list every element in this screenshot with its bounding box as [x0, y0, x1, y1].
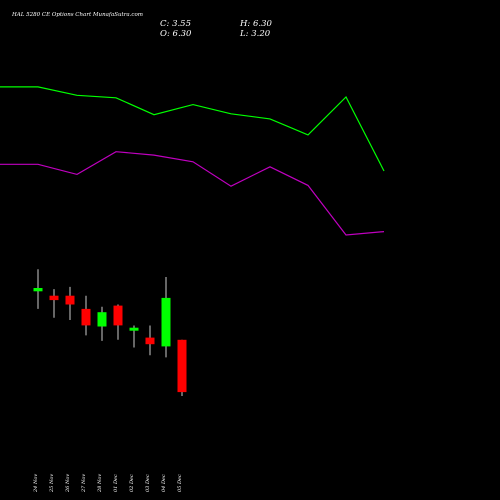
candle-body: [81, 308, 91, 326]
candle-body: [177, 339, 187, 393]
high-value: H: 6.30: [239, 19, 272, 29]
date-tick-label: 03 Dec: [145, 474, 151, 492]
candle-body: [33, 288, 43, 292]
candlesticks: [33, 269, 187, 396]
low-value: L: 3.20: [239, 29, 271, 39]
open-value: O: 6.30: [160, 29, 192, 39]
date-tick-label: 04 Dec: [161, 474, 167, 492]
date-tick-label: 02 Dec: [129, 474, 135, 492]
date-tick-label: 26 Nov: [65, 474, 71, 493]
candle-body: [145, 337, 155, 345]
upper-band-line: [0, 86, 385, 172]
date-tick-label: 25 Nov: [49, 474, 55, 493]
lower-band-line: [0, 151, 385, 236]
band-lines: [0, 86, 385, 236]
candle-body: [49, 295, 59, 301]
date-tick-label: 05 Dec: [177, 474, 183, 492]
chart-title: HAL 5280 CE Options Chart MunafaSutra.co…: [11, 12, 143, 18]
candle-body: [129, 327, 139, 331]
date-tick-label: 27 Nov: [81, 474, 87, 493]
date-tick-label: 28 Nov: [97, 474, 103, 493]
close-value: C: 3.55: [160, 19, 191, 29]
date-tick-label: 24 Nov: [33, 474, 39, 493]
candle-body: [65, 295, 75, 305]
date-axis: 24 Nov 25 Nov 26 Nov 27 Nov 28 Nov 01 Dec 02 D…: [33, 474, 183, 493]
candle-body: [161, 297, 171, 347]
candle-body: [97, 312, 107, 327]
candle-body: [113, 305, 123, 326]
date-tick-label: 01 Dec: [113, 474, 119, 492]
